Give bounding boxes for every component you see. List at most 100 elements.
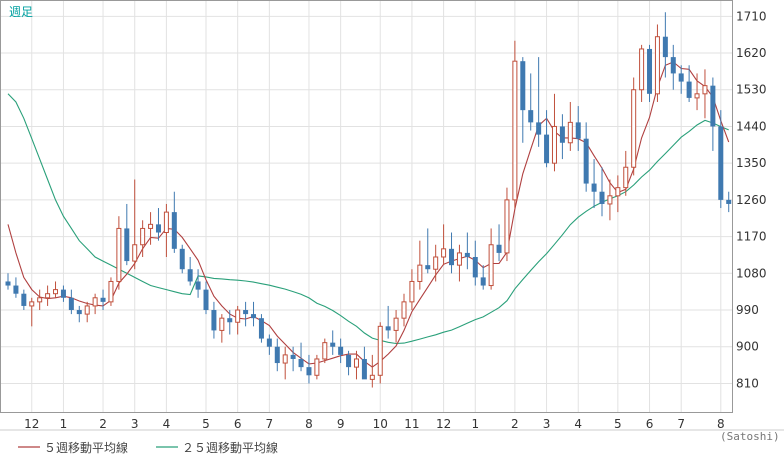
candle xyxy=(45,285,51,306)
candle-body-up xyxy=(108,280,114,303)
candle xyxy=(702,69,708,119)
y-tick-label: 810 xyxy=(736,376,759,390)
candle-body-down xyxy=(338,346,344,355)
candle xyxy=(536,57,542,147)
candle-body-up xyxy=(567,121,573,144)
candle-body-up xyxy=(353,358,359,368)
candle-body-down xyxy=(251,314,257,319)
candle xyxy=(623,150,629,196)
candle-body-down xyxy=(472,256,478,278)
plot-area xyxy=(0,0,732,412)
candle xyxy=(100,289,106,311)
candle-body-up xyxy=(639,48,645,91)
ma5-series xyxy=(7,61,730,368)
candle-body-up xyxy=(116,227,122,282)
candle-body-down xyxy=(591,183,597,192)
candle xyxy=(290,346,296,372)
candle xyxy=(377,322,383,384)
candle-body-down xyxy=(100,297,106,302)
candle xyxy=(37,289,43,311)
candle xyxy=(219,314,225,343)
candle xyxy=(235,305,241,335)
candle-body-up xyxy=(45,293,51,299)
candle-body-up xyxy=(417,264,423,282)
candle xyxy=(710,77,716,151)
candle xyxy=(298,342,304,372)
candle-body-up xyxy=(512,60,518,201)
candle-body-up xyxy=(433,256,439,270)
candle-body-up xyxy=(615,187,621,197)
x-tick-label: 8 xyxy=(717,417,725,431)
x-tick-label: 9 xyxy=(337,417,345,431)
candle-body-down xyxy=(266,338,272,347)
legend: ５週移動平均線 ２５週移動平均線 xyxy=(18,440,278,455)
candle xyxy=(670,44,676,90)
candle xyxy=(639,44,645,102)
candle-body-down xyxy=(258,318,264,339)
candle-body-down xyxy=(662,36,668,58)
candle-body-up xyxy=(92,297,98,307)
candle-body-down xyxy=(496,244,502,253)
candle xyxy=(163,203,169,257)
candle xyxy=(116,216,122,290)
y-tick-label: 900 xyxy=(736,340,759,354)
y-tick-label: 1440 xyxy=(736,119,767,133)
candle-body-down xyxy=(385,326,391,331)
candle-body-down xyxy=(678,73,684,82)
candle xyxy=(76,305,82,323)
candle-body-up xyxy=(401,301,407,319)
candle xyxy=(401,293,407,327)
candle-body-down xyxy=(346,354,352,368)
y-tick-label: 1080 xyxy=(736,266,767,280)
candle-body-down xyxy=(425,265,431,270)
candle xyxy=(227,310,233,335)
candle xyxy=(647,44,653,102)
candle xyxy=(409,269,415,311)
candle-body-up xyxy=(409,280,415,303)
candle xyxy=(662,12,668,78)
x-tick-label: 3 xyxy=(131,417,139,431)
x-tick-label: 5 xyxy=(202,417,210,431)
candle xyxy=(179,244,185,274)
candle xyxy=(512,40,518,209)
candle xyxy=(433,244,439,282)
candle-body-down xyxy=(330,342,336,347)
candle xyxy=(140,220,146,257)
candle xyxy=(607,179,613,221)
x-tick-label: 4 xyxy=(163,417,171,431)
candle xyxy=(528,73,534,131)
candle-body-up xyxy=(219,317,225,331)
candle-body-up xyxy=(702,85,708,95)
candle xyxy=(456,244,462,282)
x-tick-label: 12 xyxy=(436,417,451,431)
candle xyxy=(346,350,352,376)
candle xyxy=(678,65,684,94)
x-tick-label: 12 xyxy=(24,417,39,431)
candle-body-up xyxy=(607,195,613,205)
candle xyxy=(599,167,605,217)
candle-body-down xyxy=(171,212,177,249)
candle-body-down xyxy=(528,110,534,123)
candle-body-up xyxy=(441,248,447,258)
candle xyxy=(369,354,375,388)
candle xyxy=(472,240,478,286)
candle xyxy=(282,346,288,380)
candle xyxy=(251,301,257,327)
candle-body-down xyxy=(290,354,296,359)
candle-body-up xyxy=(29,301,35,307)
candle xyxy=(68,289,74,315)
y-tick-label: 1260 xyxy=(736,193,767,207)
candle-body-down xyxy=(179,248,185,270)
candle-body-down xyxy=(520,61,526,111)
candle-body-down xyxy=(670,57,676,74)
candle xyxy=(449,232,455,274)
candle xyxy=(654,24,660,102)
candle xyxy=(171,191,177,253)
y-tick-label: 1620 xyxy=(736,46,767,60)
candle xyxy=(559,114,565,160)
candle xyxy=(243,301,249,327)
candle-body-down xyxy=(583,138,589,184)
candle xyxy=(155,208,161,241)
candle xyxy=(13,277,19,298)
candle xyxy=(544,110,550,168)
